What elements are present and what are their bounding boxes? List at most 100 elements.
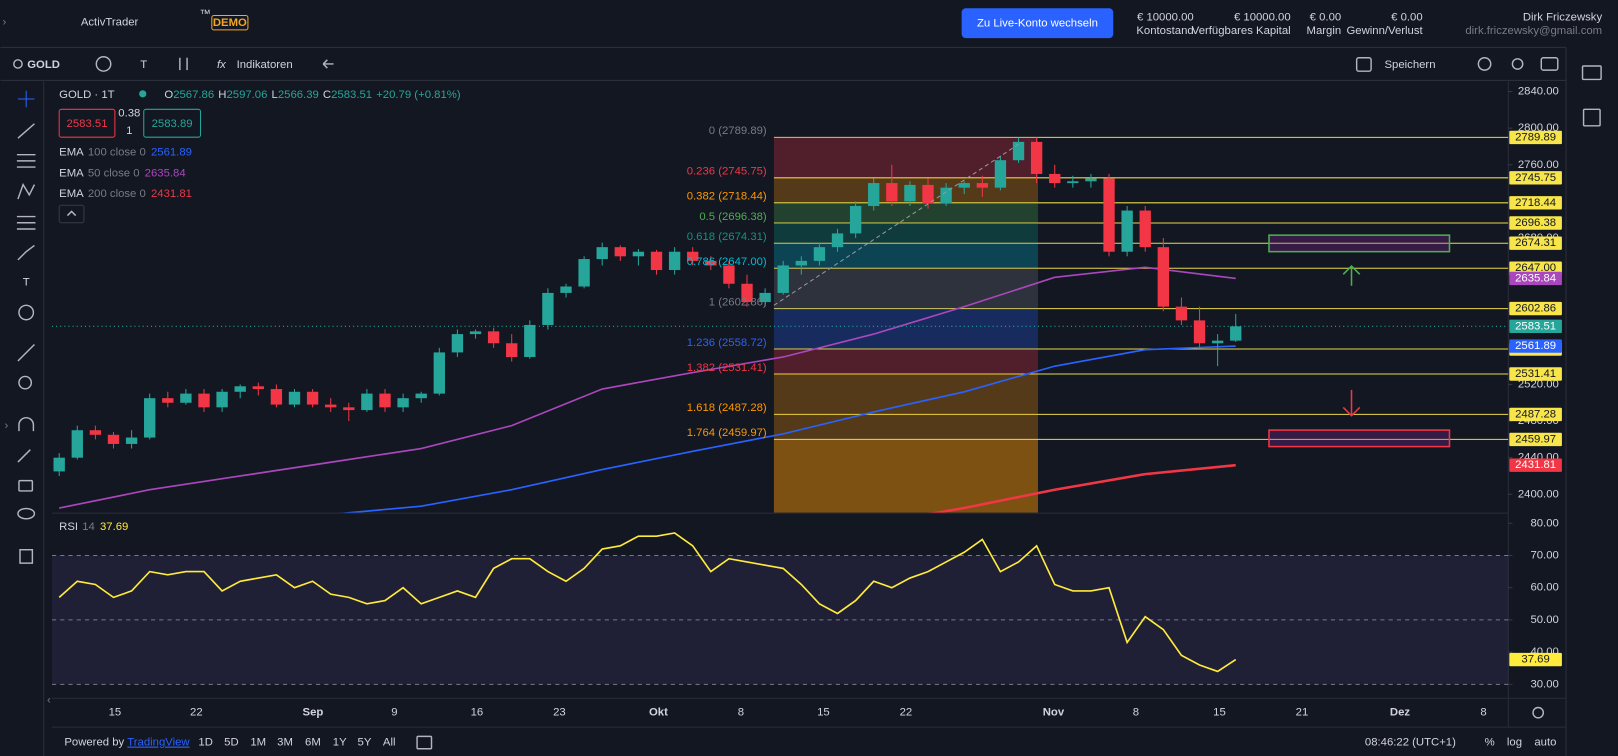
candle-body[interactable]: [1103, 178, 1115, 252]
search-icon[interactable]: [13, 59, 23, 69]
candle-body[interactable]: [668, 251, 681, 271]
candle-body[interactable]: [343, 407, 355, 411]
percent-toggle[interactable]: %: [1485, 737, 1495, 749]
news-icon[interactable]: [1582, 108, 1601, 127]
candle-body[interactable]: [578, 259, 590, 287]
candle-body[interactable]: [1067, 181, 1079, 184]
candle-body[interactable]: [469, 331, 482, 335]
range-button[interactable]: 1Y: [333, 737, 347, 749]
long-target-box[interactable]: [1268, 234, 1451, 253]
range-button[interactable]: 1D: [198, 737, 212, 749]
candle-body[interactable]: [198, 393, 210, 408]
pattern-tool[interactable]: [17, 182, 36, 200]
range-button[interactable]: 1M: [250, 737, 266, 749]
candle-body[interactable]: [976, 183, 988, 188]
user-name[interactable]: Dirk Friczewsky: [1523, 12, 1603, 24]
candle-body[interactable]: [1157, 247, 1170, 307]
candle-body[interactable]: [306, 391, 319, 405]
lock-tool[interactable]: [18, 479, 34, 492]
candle-body[interactable]: [433, 352, 445, 394]
candle-body[interactable]: [741, 283, 753, 303]
candle-body[interactable]: [270, 389, 283, 405]
candle-body[interactable]: [1121, 210, 1133, 252]
sell-button[interactable]: [58, 108, 116, 138]
delete-tool[interactable]: [19, 549, 34, 564]
candle-body[interactable]: [614, 247, 626, 257]
candle-body[interactable]: [868, 183, 880, 206]
scroll-left[interactable]: ‹: [47, 694, 51, 706]
candle-body[interactable]: [940, 187, 952, 204]
logo[interactable]: ActivTrader: [81, 17, 139, 29]
range-button[interactable]: 6M: [305, 737, 321, 749]
candle-body[interactable]: [1049, 173, 1061, 184]
log-toggle[interactable]: log: [1507, 737, 1522, 749]
visibility-tool[interactable]: [17, 507, 36, 520]
text-tool[interactable]: T: [23, 277, 30, 289]
candle-body[interactable]: [795, 260, 807, 266]
candle-body[interactable]: [777, 265, 789, 293]
projection-tool[interactable]: [16, 215, 36, 230]
candle-body[interactable]: [723, 265, 735, 284]
symbol[interactable]: GOLD: [27, 59, 60, 71]
auto-toggle[interactable]: auto: [1534, 737, 1556, 749]
candle-body[interactable]: [71, 430, 83, 458]
crosshair-tool[interactable]: [17, 90, 35, 108]
candle-body[interactable]: [1139, 210, 1151, 248]
candle-body[interactable]: [1030, 141, 1043, 174]
add-symbol[interactable]: [95, 56, 112, 72]
candle-body[interactable]: [650, 251, 663, 271]
save[interactable]: Speichern: [1385, 59, 1436, 71]
rsi-pane[interactable]: [51, 532, 1509, 685]
interval[interactable]: T: [140, 59, 147, 71]
candle-body[interactable]: [687, 251, 699, 261]
axis-settings[interactable]: [1532, 706, 1545, 719]
candle-body[interactable]: [379, 393, 391, 408]
range-button[interactable]: 5Y: [358, 737, 372, 749]
menu-toggle[interactable]: ›: [2, 17, 6, 29]
brush-tool[interactable]: [17, 244, 35, 261]
screenshot-icon[interactable]: [1540, 57, 1559, 71]
live-account-button[interactable]: [961, 8, 1114, 39]
candle-body[interactable]: [107, 434, 120, 444]
candle-body[interactable]: [506, 343, 518, 357]
tradingview-link[interactable]: TradingView: [127, 737, 190, 749]
candle-body[interactable]: [1230, 326, 1242, 341]
collapse-button[interactable]: [58, 204, 85, 224]
candle-body[interactable]: [813, 247, 826, 261]
candle-body[interactable]: [904, 184, 916, 202]
range-button[interactable]: 3M: [277, 737, 293, 749]
candle-body[interactable]: [361, 393, 373, 411]
candle-body[interactable]: [1012, 141, 1025, 161]
candle-body[interactable]: [524, 324, 536, 357]
buy-price[interactable]: 2583.89: [152, 118, 193, 130]
live-account-text[interactable]: Zu Live-Konto wechseln: [977, 18, 1098, 30]
buy-button[interactable]: [143, 108, 202, 138]
chart-type[interactable]: [179, 57, 188, 71]
range-button[interactable]: 5D: [224, 737, 238, 749]
candle-body[interactable]: [162, 398, 174, 403]
date-range-icon[interactable]: [416, 735, 433, 750]
candle-body[interactable]: [1085, 178, 1097, 182]
candle-body[interactable]: [216, 391, 228, 408]
candle-body[interactable]: [596, 247, 608, 260]
zoom-tool[interactable]: [18, 375, 33, 390]
quantity[interactable]: 1: [126, 125, 132, 137]
alert-icon[interactable]: [1477, 57, 1492, 71]
candle-body[interactable]: [831, 233, 844, 248]
settings-icon[interactable]: [1511, 58, 1524, 70]
candle-body[interactable]: [560, 286, 572, 293]
candle-body[interactable]: [89, 430, 102, 435]
candle-body[interactable]: [705, 260, 717, 266]
candle-body[interactable]: [397, 398, 409, 408]
candle-body[interactable]: [1211, 340, 1224, 344]
magnet-tool[interactable]: [18, 417, 35, 432]
candle-body[interactable]: [1175, 306, 1188, 321]
line-tool[interactable]: [17, 123, 35, 139]
indicators[interactable]: Indikatoren: [237, 59, 293, 71]
fib-tool[interactable]: [16, 153, 36, 168]
ruler-tool[interactable]: [17, 343, 35, 362]
price-pane[interactable]: [51, 136, 1509, 586]
candle-body[interactable]: [53, 457, 65, 472]
range-button[interactable]: All: [383, 737, 396, 749]
messages-icon[interactable]: [1581, 65, 1602, 81]
